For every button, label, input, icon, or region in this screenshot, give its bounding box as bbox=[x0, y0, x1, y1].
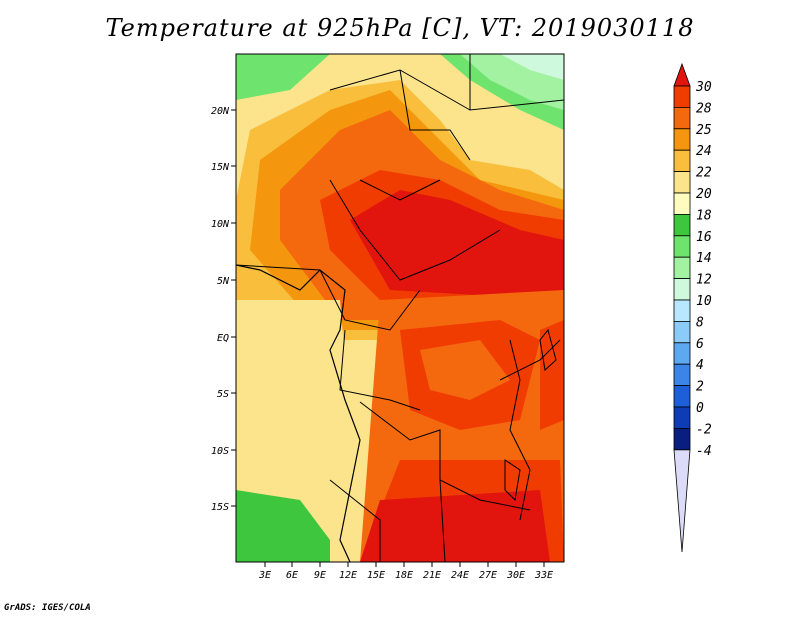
colorbar-label: 18 bbox=[696, 208, 712, 223]
colorbar-swatch bbox=[673, 449, 691, 553]
lat-tick-label: 10S bbox=[211, 446, 229, 457]
colorbar-swatch bbox=[673, 342, 691, 365]
colorbar-swatch bbox=[673, 171, 691, 194]
lon-tick-label: 18E bbox=[395, 570, 413, 581]
lon-tick-label: 9E bbox=[314, 570, 326, 581]
colorbar-label: 25 bbox=[696, 123, 712, 138]
lat-tick-label: EQ bbox=[217, 333, 229, 344]
colorbar-swatch bbox=[673, 385, 691, 408]
colorbar-label: 8 bbox=[696, 315, 704, 330]
colorbar-swatch bbox=[673, 128, 691, 151]
colorbar-label: 16 bbox=[696, 230, 712, 245]
colorbar-label: -4 bbox=[696, 444, 712, 459]
colorbar-label: 30 bbox=[695, 80, 712, 95]
colorbar-label: 12 bbox=[696, 273, 712, 288]
colorbar-swatch bbox=[673, 363, 691, 387]
lon-tick-label: 21E bbox=[423, 570, 441, 581]
lon-tick-label: 6E bbox=[286, 570, 298, 581]
country-borders bbox=[236, 54, 564, 562]
colorbar-swatch bbox=[673, 107, 691, 130]
lat-tick-label: 15N bbox=[211, 162, 230, 173]
colorbar-label: 2 bbox=[696, 380, 704, 395]
lon-tick-label: 33E bbox=[534, 570, 553, 581]
colorbar-swatch bbox=[673, 320, 691, 344]
lat-tick-label: 15S bbox=[211, 502, 229, 513]
colorbar-swatch bbox=[673, 299, 691, 322]
lon-tick-label: 30E bbox=[506, 570, 525, 581]
lon-tick-label: 15E bbox=[367, 570, 385, 581]
lat-tick-label: 20N bbox=[211, 106, 230, 117]
colorbar-label: 24 bbox=[696, 144, 712, 159]
colorbar-label: 10 bbox=[696, 294, 712, 309]
colorbar-swatch bbox=[673, 235, 691, 258]
colorbar-label: -2 bbox=[696, 422, 712, 437]
colorbar-label: 20 bbox=[696, 187, 712, 202]
colorbar-swatch bbox=[673, 427, 691, 451]
colorbar-label: 4 bbox=[696, 358, 704, 373]
colorbar-label: 0 bbox=[696, 401, 704, 416]
colorbar-swatch bbox=[673, 406, 691, 429]
temperature-field bbox=[236, 54, 564, 562]
lat-tick-label: 5N bbox=[217, 276, 230, 287]
software-credit: GrADS: IGES/COLA bbox=[4, 603, 91, 613]
colorbar-swatch bbox=[673, 213, 691, 237]
colorbar-swatch bbox=[673, 192, 691, 215]
colorbar-label: 14 bbox=[696, 251, 712, 266]
colorbar-swatch bbox=[673, 85, 691, 108]
colorbar-label: 6 bbox=[696, 337, 704, 352]
colorbar-swatch bbox=[673, 278, 691, 301]
lat-tick-label: 5S bbox=[217, 389, 229, 400]
lon-tick-label: 27E bbox=[479, 570, 497, 581]
lon-tick-label: 3E bbox=[258, 570, 271, 581]
chart-title: Temperature at 925hPa [C], VT: 201903011… bbox=[105, 14, 695, 42]
axis-ticks: 20N 15N 10N 5N EQ 5S 10S 15S 3E 6E 9E 12E 15E 18E 21E 2… bbox=[211, 106, 553, 581]
lon-tick-label: 24E bbox=[451, 570, 469, 581]
colorbar-label: 28 bbox=[696, 101, 712, 116]
colorbar-swatch bbox=[673, 62, 691, 87]
colorbar-swatch bbox=[673, 149, 691, 172]
colorbar-swatch bbox=[673, 256, 691, 280]
lat-tick-label: 10N bbox=[211, 219, 230, 230]
colorbar-label: 22 bbox=[696, 166, 712, 181]
lon-tick-label: 12E bbox=[339, 570, 357, 581]
map-frame bbox=[235, 53, 565, 563]
